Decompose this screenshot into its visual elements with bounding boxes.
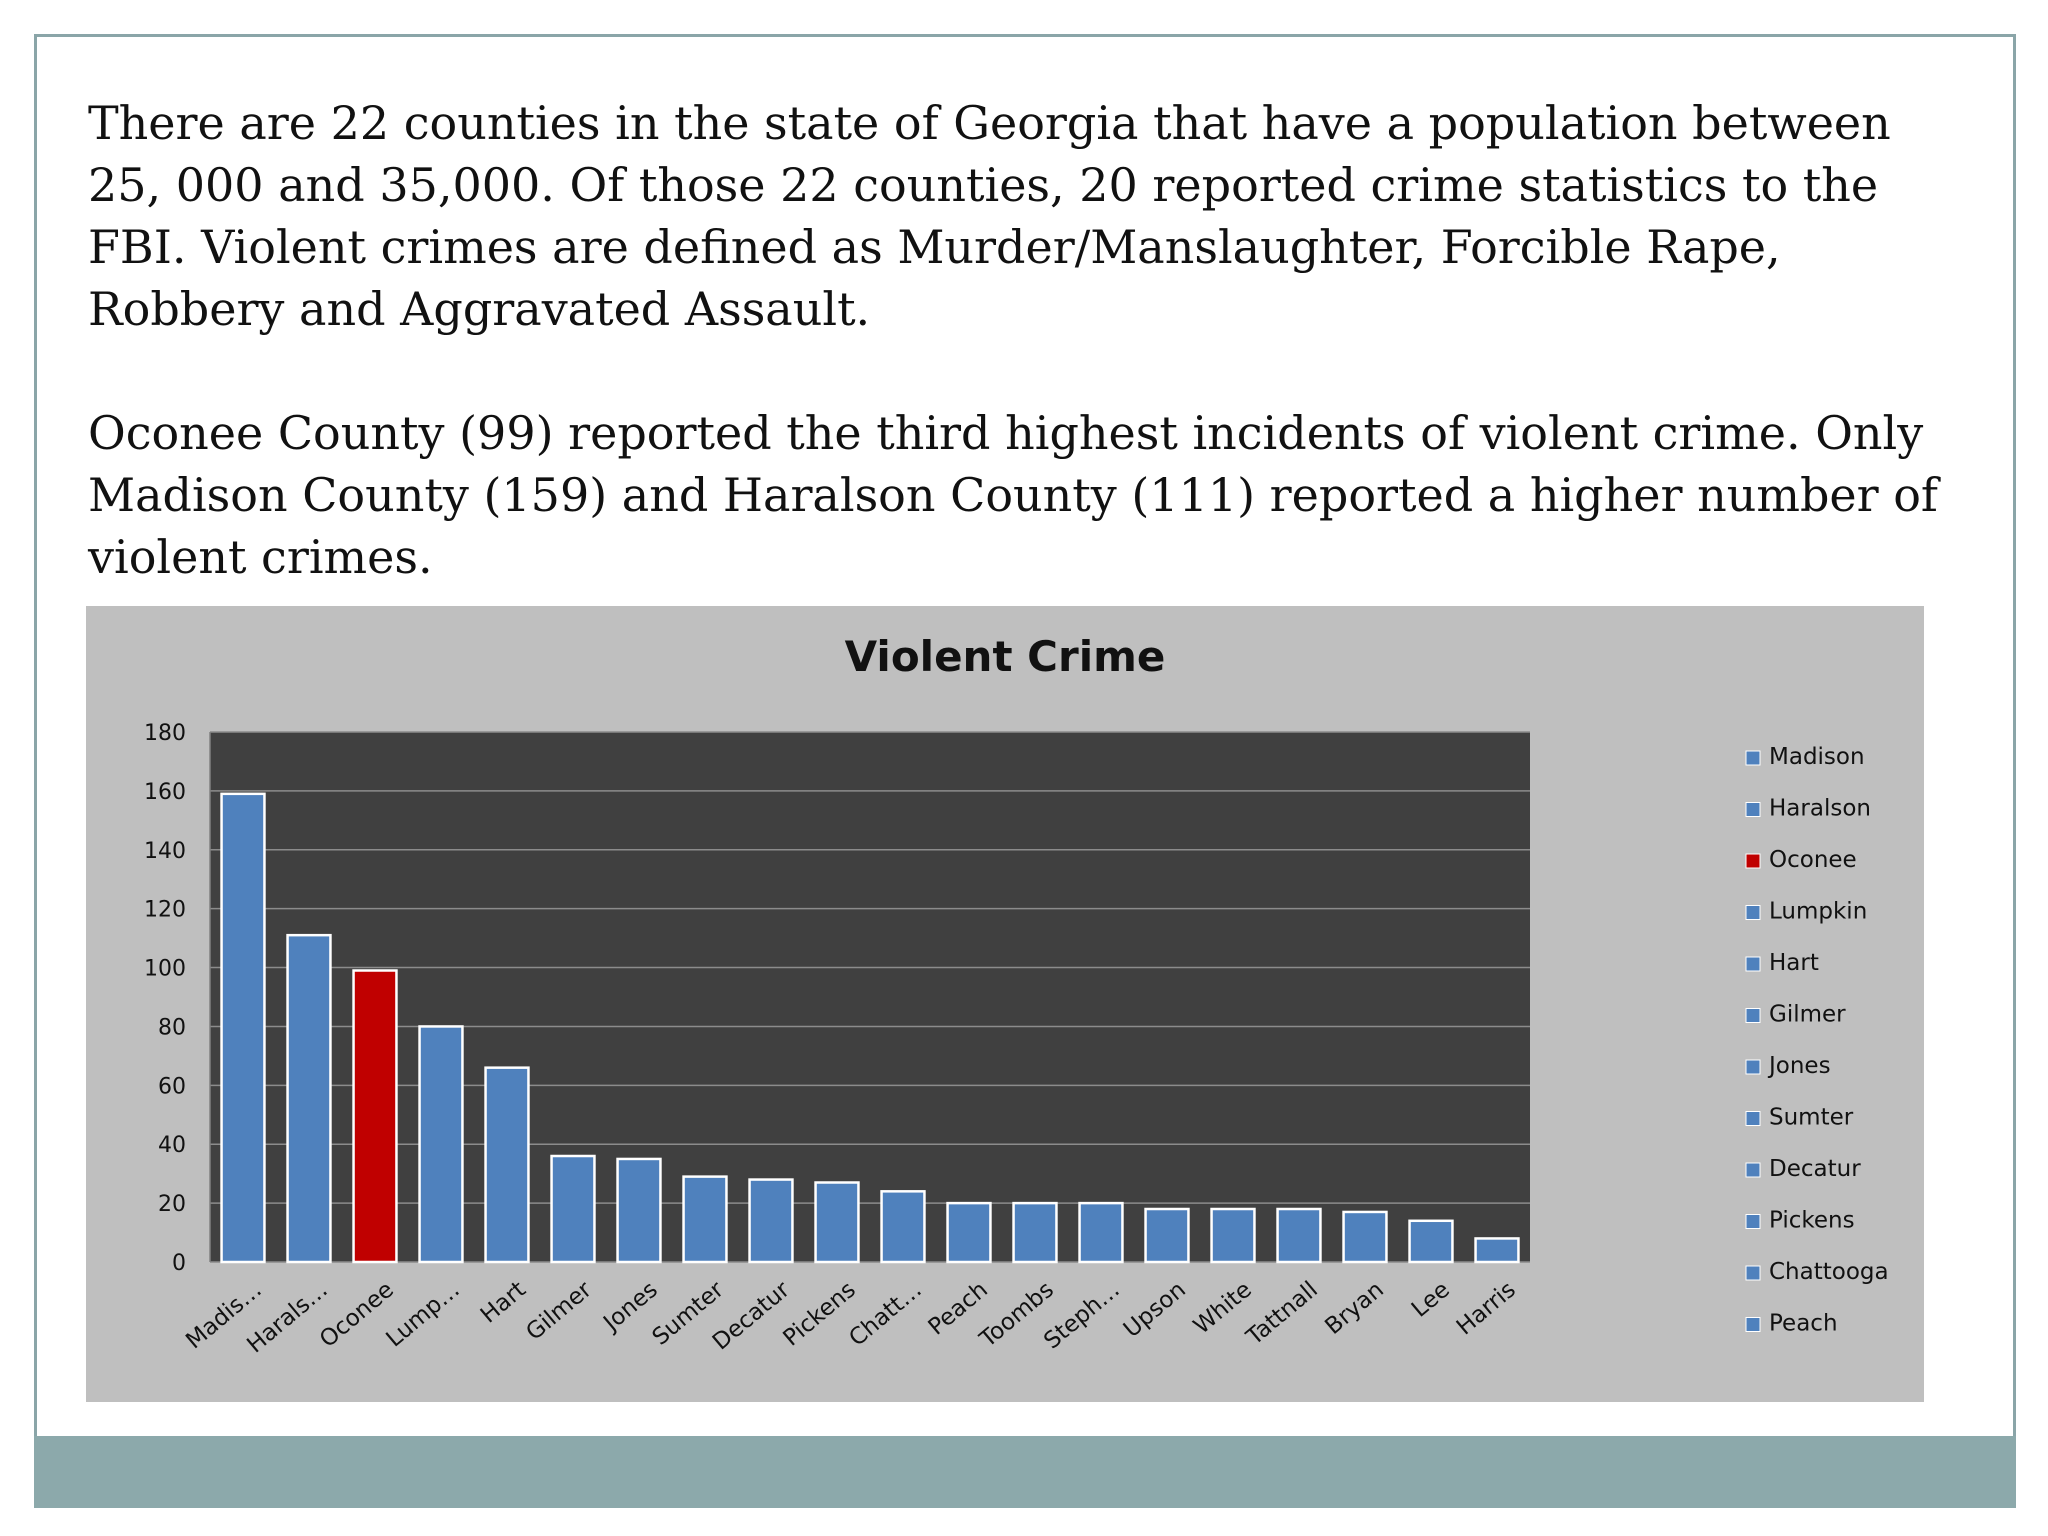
legend-entry-oconee: Oconee	[1769, 847, 1857, 873]
legend-swatch	[1745, 1265, 1761, 1281]
plot-area	[210, 732, 1530, 1262]
footer-band	[34, 1436, 2016, 1508]
x-tick-label: Steph…	[1039, 1277, 1125, 1355]
y-tick-label: 180	[144, 721, 186, 746]
bar-lumpkin	[418, 1025, 464, 1264]
bar-oconee	[352, 969, 398, 1264]
legend-swatch	[1745, 802, 1761, 817]
y-tick-label: 0	[172, 1251, 186, 1276]
y-tick-label: 40	[158, 1133, 186, 1158]
x-tick-label: Tattnall	[1241, 1277, 1323, 1351]
legend-swatch	[1745, 1162, 1761, 1178]
x-tick-label: Pickens	[779, 1277, 861, 1352]
x-tick-label: Gilmer	[521, 1276, 597, 1346]
x-tick-label: Oconee	[315, 1277, 399, 1353]
legend-swatch	[1745, 1008, 1761, 1023]
bar-peach	[946, 1201, 992, 1264]
legend-entry-hart: Hart	[1769, 950, 1819, 976]
bar-jones	[616, 1157, 662, 1264]
legend-entry-sumter: Sumter	[1769, 1105, 1854, 1131]
x-tick-label: Bryan	[1320, 1277, 1388, 1340]
x-tick-label: Chatt…	[844, 1277, 926, 1352]
legend-entry-decatur: Decatur	[1769, 1156, 1861, 1182]
legend-entry-gilmer: Gilmer	[1769, 1002, 1846, 1028]
legend-swatch	[1745, 956, 1761, 972]
chart-svg: 020406080100120140160180Madis…Harals…Oco…	[144, 721, 1889, 1359]
y-tick-label: 20	[158, 1192, 186, 1217]
bar-stephens	[1078, 1201, 1124, 1264]
bar-gilmer	[550, 1154, 596, 1264]
y-tick-label: 100	[144, 957, 186, 982]
legend-entry-pickens: Pickens	[1769, 1208, 1855, 1234]
y-tick-label: 80	[158, 1015, 186, 1040]
violent-crime-chart: Violent Crime 0 20 40 60 80 100 120 140 160 180 Ma…	[86, 606, 1924, 1402]
slide-body-text: There are 22 counties in the state of Ge…	[88, 92, 1948, 588]
legend-swatch	[1745, 853, 1761, 869]
bar-bryan	[1342, 1210, 1388, 1264]
y-tick-label: 160	[144, 780, 186, 805]
legend-swatch	[1745, 1059, 1761, 1075]
bar-white	[1210, 1207, 1256, 1264]
legend-swatch	[1745, 1317, 1761, 1332]
paragraph-oconee: Oconee County (99) reported the third hi…	[88, 406, 1938, 584]
y-tick-label: 120	[144, 898, 186, 923]
legend-swatch	[1745, 905, 1761, 920]
bar-chattooga	[880, 1190, 926, 1264]
x-tick-label: Upson	[1119, 1277, 1191, 1343]
bar-harris	[1474, 1237, 1520, 1264]
bar-madison	[220, 792, 266, 1264]
legend-swatch	[1745, 750, 1761, 766]
legend-entry-chattooga: Chattooga	[1769, 1259, 1889, 1285]
legend-entry-jones: Jones	[1767, 1053, 1831, 1079]
bar-toombs	[1012, 1201, 1058, 1264]
x-tick-label: Lee	[1407, 1277, 1455, 1323]
legend-entry-haralson: Haralson	[1769, 796, 1871, 822]
x-tick-label: Lump…	[381, 1277, 464, 1353]
legend-swatch	[1745, 1214, 1761, 1229]
bar-pickens	[814, 1181, 860, 1264]
y-tick-label: 140	[144, 839, 186, 864]
legend-entry-lumpkin: Lumpkin	[1769, 899, 1867, 925]
bar-upson	[1144, 1207, 1190, 1264]
chart-title: Violent Crime	[844, 632, 1166, 681]
legend-entry-peach: Peach	[1769, 1311, 1838, 1337]
bar-sumter	[682, 1175, 728, 1264]
paragraph-intro: There are 22 counties in the state of Ge…	[88, 96, 1891, 336]
x-tick-label: Hart	[476, 1277, 531, 1329]
x-tick-label: Harris	[1452, 1277, 1521, 1341]
y-tick-label: 60	[158, 1074, 186, 1099]
bar-lee	[1408, 1219, 1454, 1264]
legend-swatch	[1745, 1111, 1761, 1126]
bar-haralson	[286, 933, 332, 1264]
bar-tattnall	[1276, 1207, 1322, 1264]
bar-decatur	[748, 1178, 794, 1264]
legend-entry-madison: Madison	[1769, 744, 1865, 770]
bar-hart	[484, 1066, 530, 1264]
